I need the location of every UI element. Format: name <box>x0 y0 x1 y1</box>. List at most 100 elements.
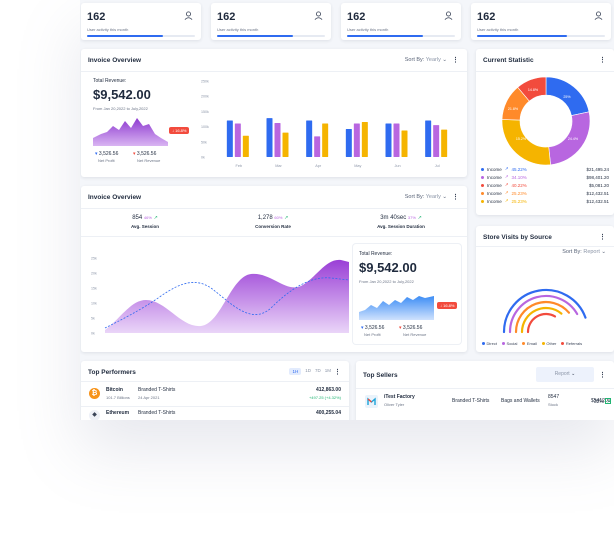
bar <box>226 120 233 157</box>
y-tick-label: 15k <box>91 287 97 291</box>
user-icon <box>594 11 603 20</box>
x-tick-label: Apr <box>315 164 322 168</box>
bitcoin-icon: ₿ <box>89 388 100 399</box>
table-row[interactable]: ◆ Ethereum Branded T-Shirts 400,255.04 <box>81 408 349 420</box>
tab-7d[interactable]: 7D <box>314 368 321 373</box>
brand-logo-icon <box>365 395 378 408</box>
bar <box>266 118 273 157</box>
net-revenue-label: Net Revenue <box>137 158 161 163</box>
bar <box>433 125 440 157</box>
y-tick-label: 20k <box>91 272 97 276</box>
revenue-mini-chart <box>359 296 434 320</box>
ethereum-icon: ◆ <box>89 410 100 420</box>
more-options-icon[interactable]: ⋮ <box>452 57 459 64</box>
metric: 3m 40sec 37% ↗ Avg. Session Duration <box>377 215 425 229</box>
slice-label: 14.8% <box>528 88 539 92</box>
sort-label: Sort By: <box>404 57 425 63</box>
legend-item: Income ↗ 34.10% $98,401.20 <box>481 174 609 180</box>
x-tick-label: Feb <box>236 164 243 168</box>
dashboard: 162 User activity this month 162 User ac… <box>80 0 614 420</box>
bar <box>345 129 352 157</box>
coin-name: Bitcoin <box>106 387 123 393</box>
table-row[interactable]: iTest Factory Oliver Tyler Branded T-Shi… <box>356 392 614 414</box>
x-tick-label: Jun <box>394 164 400 168</box>
report-dropdown[interactable]: Report ⌄ <box>536 367 594 382</box>
radial-arcs-chart <box>502 288 587 334</box>
product: Branded T-Shirts <box>452 398 490 404</box>
dashed-line-series <box>104 277 350 329</box>
legend-item: Income ↗ 40.22% $5,081.20 <box>481 182 609 188</box>
y-tick-label: 150k <box>201 110 209 114</box>
stat-progress <box>477 35 605 37</box>
current-statistic-card: Current Statistic ⋮ 25% 24.4% 15.2% 21.8% 14… <box>476 49 614 215</box>
revenue-summary-box: Total Revenue: $9,542.00 From Jan 20,202… <box>353 244 461 344</box>
stat-card: 162 User activity this month <box>211 3 331 40</box>
invoice-overview-card-2: Invoice Overview Sort By: Yearly ⌄ ⋮ 854… <box>81 186 467 352</box>
x-tick-label: Jul <box>435 164 440 168</box>
card-title: Top Performers <box>88 369 136 376</box>
trend-icon: ↗ <box>605 398 612 404</box>
card-title: Invoice Overview <box>88 194 142 201</box>
sort-by-dropdown[interactable]: Sort By: Report ⌄ <box>562 249 606 255</box>
sort-by-dropdown[interactable]: Sort By: Yearly ⌄ <box>405 194 447 200</box>
table-row[interactable]: ₿ Bitcoin 101.7 Billions Branded T-Shirt… <box>81 385 349 405</box>
donut-slice <box>517 76 547 102</box>
more-options-icon[interactable]: ⋮ <box>599 372 606 379</box>
bar <box>401 130 408 157</box>
net-profit-value: ▾ 3,526.56 <box>361 325 385 331</box>
bar <box>361 122 368 157</box>
legend-item: Email <box>522 341 537 346</box>
value: 400,255.04 <box>315 410 341 416</box>
bar <box>282 132 289 157</box>
amount: $541200 <box>591 398 611 404</box>
stat-value: 162 <box>477 11 496 23</box>
visit-arc <box>526 312 557 334</box>
chevron-down-icon: ⌄ <box>442 57 447 63</box>
more-options-icon[interactable]: ⋮ <box>452 194 459 201</box>
seller-sub: Oliver Tyler <box>384 402 405 407</box>
bar <box>425 120 432 157</box>
bar <box>385 123 392 157</box>
slice-label: 21.8% <box>508 107 519 111</box>
report-label: Report <box>554 371 570 377</box>
stat-value: 162 <box>217 11 236 23</box>
bar <box>322 123 329 157</box>
stat-label: User activity this month <box>87 27 129 32</box>
more-options-icon[interactable]: ⋮ <box>599 234 606 241</box>
divider <box>81 236 467 237</box>
stat-value: 162 <box>87 11 106 23</box>
chevron-down-icon: ⌄ <box>442 194 447 200</box>
bar <box>353 123 360 157</box>
legend-item: Social <box>501 341 517 346</box>
divider <box>476 71 614 72</box>
chevron-down-icon: ⌄ <box>601 249 606 255</box>
timeframe-tabs: 1H 1D 7D 1M <box>289 368 331 375</box>
y-tick-label: 10k <box>91 302 97 306</box>
tab-1h[interactable]: 1H <box>289 368 302 375</box>
y-tick-label: 100k <box>201 125 209 129</box>
tab-1d[interactable]: 1D <box>305 368 311 373</box>
visit-arc <box>514 300 571 334</box>
invoice-overview-card: Invoice Overview Sort By: Yearly ⌄ ⋮ Tot… <box>81 49 467 177</box>
more-options-icon[interactable]: ⋮ <box>599 57 606 64</box>
top-performers-card: Top Performers 1H 1D 7D 1M ⋮ ₿ Bitcoin 1… <box>81 361 349 420</box>
revenue-label: Total Revenue: <box>93 78 127 84</box>
y-tick-label: 250k <box>201 80 209 84</box>
legend-item: Income ↗ 25.23% $12,432.51 <box>481 190 609 196</box>
visit-arc <box>508 294 579 334</box>
growth-badge: ↓ 16.8% <box>169 127 190 134</box>
net-revenue-value: ▾ 3,526.56 <box>133 151 157 157</box>
revenue-value: $9,542.00 <box>359 260 417 275</box>
divider <box>81 381 349 382</box>
tab-1m[interactable]: 1M <box>324 368 331 373</box>
card-title: Current Statistic <box>483 57 534 64</box>
more-options-icon[interactable]: ⋮ <box>334 369 341 376</box>
stat-card: 162 User activity this month <box>81 3 201 40</box>
divider <box>356 388 614 389</box>
area-chart: 0k 5k 10k 15k 20k 25k <box>91 257 350 336</box>
stat-label: User activity this month <box>477 27 519 32</box>
slice-label: 24.4% <box>568 137 579 141</box>
sort-by-dropdown[interactable]: Sort By: Yearly ⌄ <box>405 57 447 63</box>
sort-label: Sort By: <box>404 194 425 200</box>
legend-item: Direct <box>482 341 497 346</box>
